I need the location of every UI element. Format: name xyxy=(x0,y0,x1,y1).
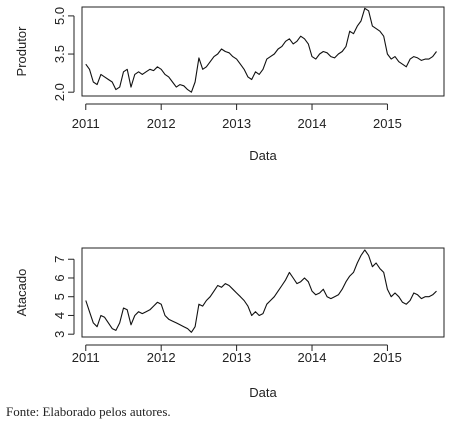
x-tick-label: 2011 xyxy=(72,350,100,365)
y-tick-label: 3 xyxy=(52,331,67,338)
x-tick-label: 2012 xyxy=(147,116,176,131)
x-tick-label: 2011 xyxy=(72,116,100,131)
x-tick-label: 2015 xyxy=(373,350,402,365)
y-tick-label: 2.0 xyxy=(52,83,67,101)
x-tick-label: 2013 xyxy=(222,350,251,365)
plot-frame xyxy=(81,6,445,97)
x-axis-label: Data xyxy=(249,148,277,163)
figure-caption: Fonte: Elaborado pelos autores. xyxy=(6,404,171,419)
x-tick-label: 2014 xyxy=(298,116,327,131)
y-tick-label: 4 xyxy=(52,312,67,319)
y-tick-label: 6 xyxy=(52,274,67,281)
series-line xyxy=(85,7,437,93)
plot-frame xyxy=(81,247,445,338)
x-tick-label: 2014 xyxy=(298,350,327,365)
y-tick-label: 3.5 xyxy=(52,45,67,63)
x-tick-label: 2012 xyxy=(147,350,176,365)
y-axis-label: Atacado xyxy=(14,269,29,317)
x-tick-label: 2013 xyxy=(222,116,251,131)
chart-produtor: 2011 2012 2013 2014 2015 2.0 3.5 5.0 Data Produto… xyxy=(14,6,445,163)
x-tick-label: 2015 xyxy=(373,116,402,131)
y-tick-label: 5.0 xyxy=(52,7,67,25)
chart-atacado: 2011 2012 2013 2014 2015 3 4 5 6 7 Data Atacado xyxy=(14,247,445,400)
y-tick-label: 7 xyxy=(52,256,67,263)
y-axis-label: Produtor xyxy=(14,26,29,77)
series-line xyxy=(85,249,437,333)
x-axis-label: Data xyxy=(249,385,277,400)
y-tick-label: 5 xyxy=(52,293,67,300)
